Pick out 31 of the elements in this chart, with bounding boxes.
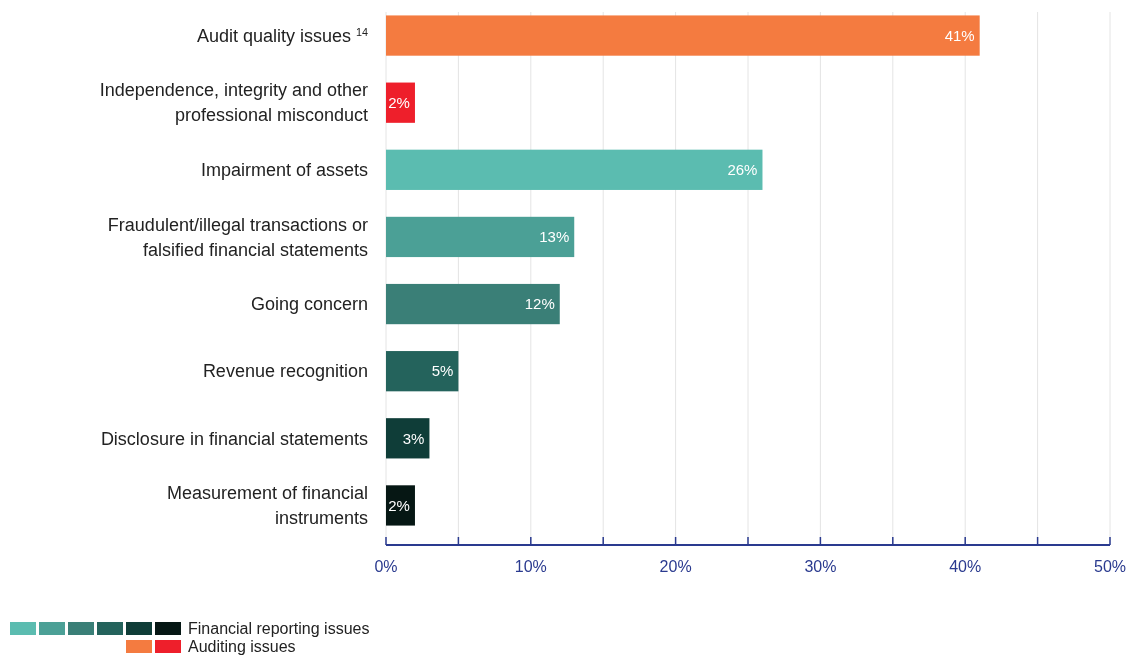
bar — [386, 15, 980, 56]
bar — [386, 351, 459, 392]
x-tick-label: 50% — [1093, 558, 1127, 575]
y-tick-label: Impairment of assets — [200, 160, 368, 181]
data-label: 26% — [727, 161, 758, 179]
x-tick-label: 0% — [374, 558, 398, 575]
data-label: 13% — [539, 228, 570, 246]
data-label: 3% — [402, 429, 425, 447]
bar — [386, 485, 415, 526]
data-label: 2% — [388, 496, 410, 514]
x-tick-label: 40% — [949, 558, 982, 575]
bar — [386, 283, 560, 325]
bar — [386, 149, 763, 190]
legend-label: Financial reporting issues — [188, 619, 370, 637]
data-label: 12% — [524, 295, 555, 313]
data-label: 5% — [431, 362, 454, 380]
y-tick-label: Audit quality issues $^{14}$ — [196, 25, 368, 46]
y-tick-label: Going concern — [250, 294, 368, 315]
data-label: 2% — [388, 93, 410, 111]
bar — [386, 418, 430, 459]
x-tick-label: 10% — [514, 558, 547, 575]
y-tick-label: Revenue recognition — [202, 361, 368, 382]
y-tick-label: Fraudulent/illegal transactions or falsified financial statements — [107, 214, 368, 260]
data-label: 41% — [944, 26, 975, 44]
y-tick-label: Disclosure in financial statements — [100, 428, 368, 449]
bar — [386, 216, 575, 258]
legend-label: Auditing issues — [188, 637, 296, 655]
y-tick-label: Independence, integrity and other professional misconduct — [99, 80, 368, 126]
y-tick-label: Measurement of financial instruments — [166, 483, 368, 529]
x-tick-label: 20% — [659, 558, 692, 575]
x-tick-label: 30% — [804, 558, 837, 575]
